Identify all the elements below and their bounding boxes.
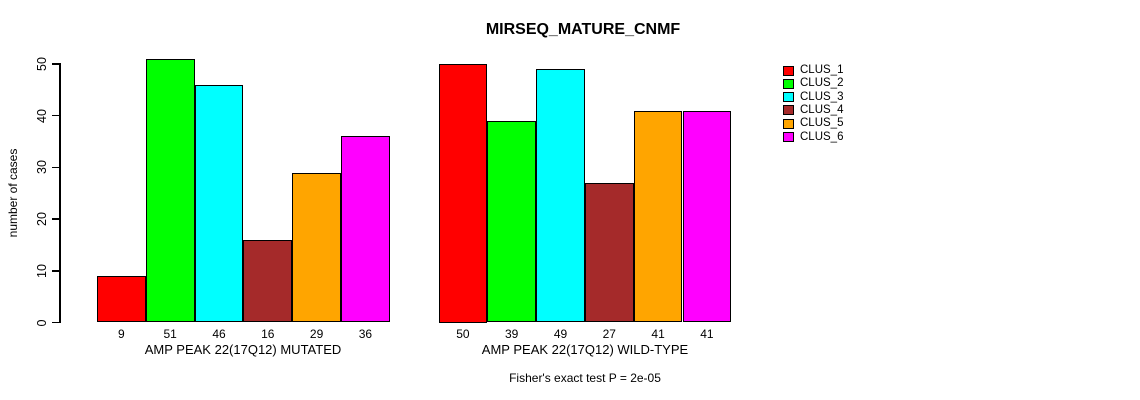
legend-item-clus_6: CLUS_6 bbox=[783, 131, 843, 144]
y-tick bbox=[51, 270, 59, 272]
legend-label: CLUS_3 bbox=[800, 90, 844, 103]
y-tick bbox=[51, 218, 59, 220]
legend-swatch bbox=[783, 118, 794, 129]
legend-swatch bbox=[783, 65, 794, 76]
bar-value-label: 27 bbox=[602, 326, 616, 341]
group-label-wildtype: AMP PEAK 22(17Q12) WILD-TYPE bbox=[481, 342, 689, 357]
bar-clus_5-group1 bbox=[292, 172, 341, 323]
legend-swatch bbox=[783, 132, 794, 142]
y-tick bbox=[51, 114, 59, 117]
bar-clus_5-group2 bbox=[633, 110, 683, 323]
y-tick bbox=[51, 63, 59, 65]
bar-clus_4-group2 bbox=[584, 182, 634, 323]
bar-value-label: 41 bbox=[651, 326, 665, 341]
legend-swatch bbox=[783, 78, 794, 89]
bar-value-label: 16 bbox=[261, 326, 275, 341]
bar-value-label: 49 bbox=[553, 326, 568, 341]
legend-label: CLUS_5 bbox=[800, 117, 844, 130]
bar-value-label: 41 bbox=[700, 326, 714, 341]
bar-clus_1-group2 bbox=[438, 64, 488, 323]
bar-clus_6-group1 bbox=[341, 136, 390, 323]
bar-value-label: 46 bbox=[212, 326, 226, 341]
legend-label: CLUS_4 bbox=[800, 103, 844, 116]
legend-item-clus_1: CLUS_1 bbox=[783, 64, 843, 77]
bar-clus_3-group1 bbox=[194, 84, 244, 323]
annotation-fisher-test: Fisher's exact test P = 2e-05 bbox=[509, 371, 661, 385]
bar-value-label: 29 bbox=[309, 326, 324, 341]
chart-title: MIRSEQ_MATURE_CNMF bbox=[485, 21, 681, 38]
bar-value-label: 39 bbox=[505, 326, 519, 341]
bar-clus_1-group1 bbox=[97, 275, 146, 323]
legend-item-clus_3: CLUS_3 bbox=[783, 91, 843, 104]
y-tick-label: 10 bbox=[35, 263, 49, 278]
bar-clus_3-group2 bbox=[536, 69, 585, 323]
legend-label: CLUS_6 bbox=[800, 130, 844, 143]
bar-value-label: 36 bbox=[358, 326, 373, 341]
bar-clus_6-group2 bbox=[682, 110, 732, 323]
legend-swatch bbox=[783, 105, 794, 116]
legend-item-clus_4: CLUS_4 bbox=[783, 104, 843, 117]
group-label-mutated: AMP PEAK 22(17Q12) MUTATED bbox=[144, 342, 342, 357]
y-axis-label: number of cases bbox=[6, 148, 20, 238]
y-tick-label: 50 bbox=[35, 57, 49, 71]
y-axis-line bbox=[59, 63, 61, 324]
bar-clus_4-group1 bbox=[243, 239, 293, 323]
legend-label: CLUS_2 bbox=[800, 77, 844, 90]
y-tick-label: 30 bbox=[35, 160, 49, 175]
bar-value-label: 9 bbox=[118, 326, 125, 341]
bar-value-label: 50 bbox=[456, 326, 470, 341]
y-tick-label: 40 bbox=[35, 108, 49, 123]
y-tick-label: 0 bbox=[35, 319, 49, 326]
bar-clus_2-group2 bbox=[487, 120, 537, 323]
y-tick-label: 20 bbox=[35, 212, 49, 227]
y-tick bbox=[51, 321, 59, 324]
legend-swatch bbox=[783, 92, 794, 103]
bar-value-label: 51 bbox=[163, 326, 177, 341]
legend-label: CLUS_1 bbox=[800, 64, 844, 76]
legend-item-clus_2: CLUS_2 bbox=[783, 77, 843, 90]
bar-clus_2-group1 bbox=[145, 58, 195, 323]
y-tick bbox=[51, 166, 59, 169]
legend-item-clus_5: CLUS_5 bbox=[783, 117, 843, 130]
